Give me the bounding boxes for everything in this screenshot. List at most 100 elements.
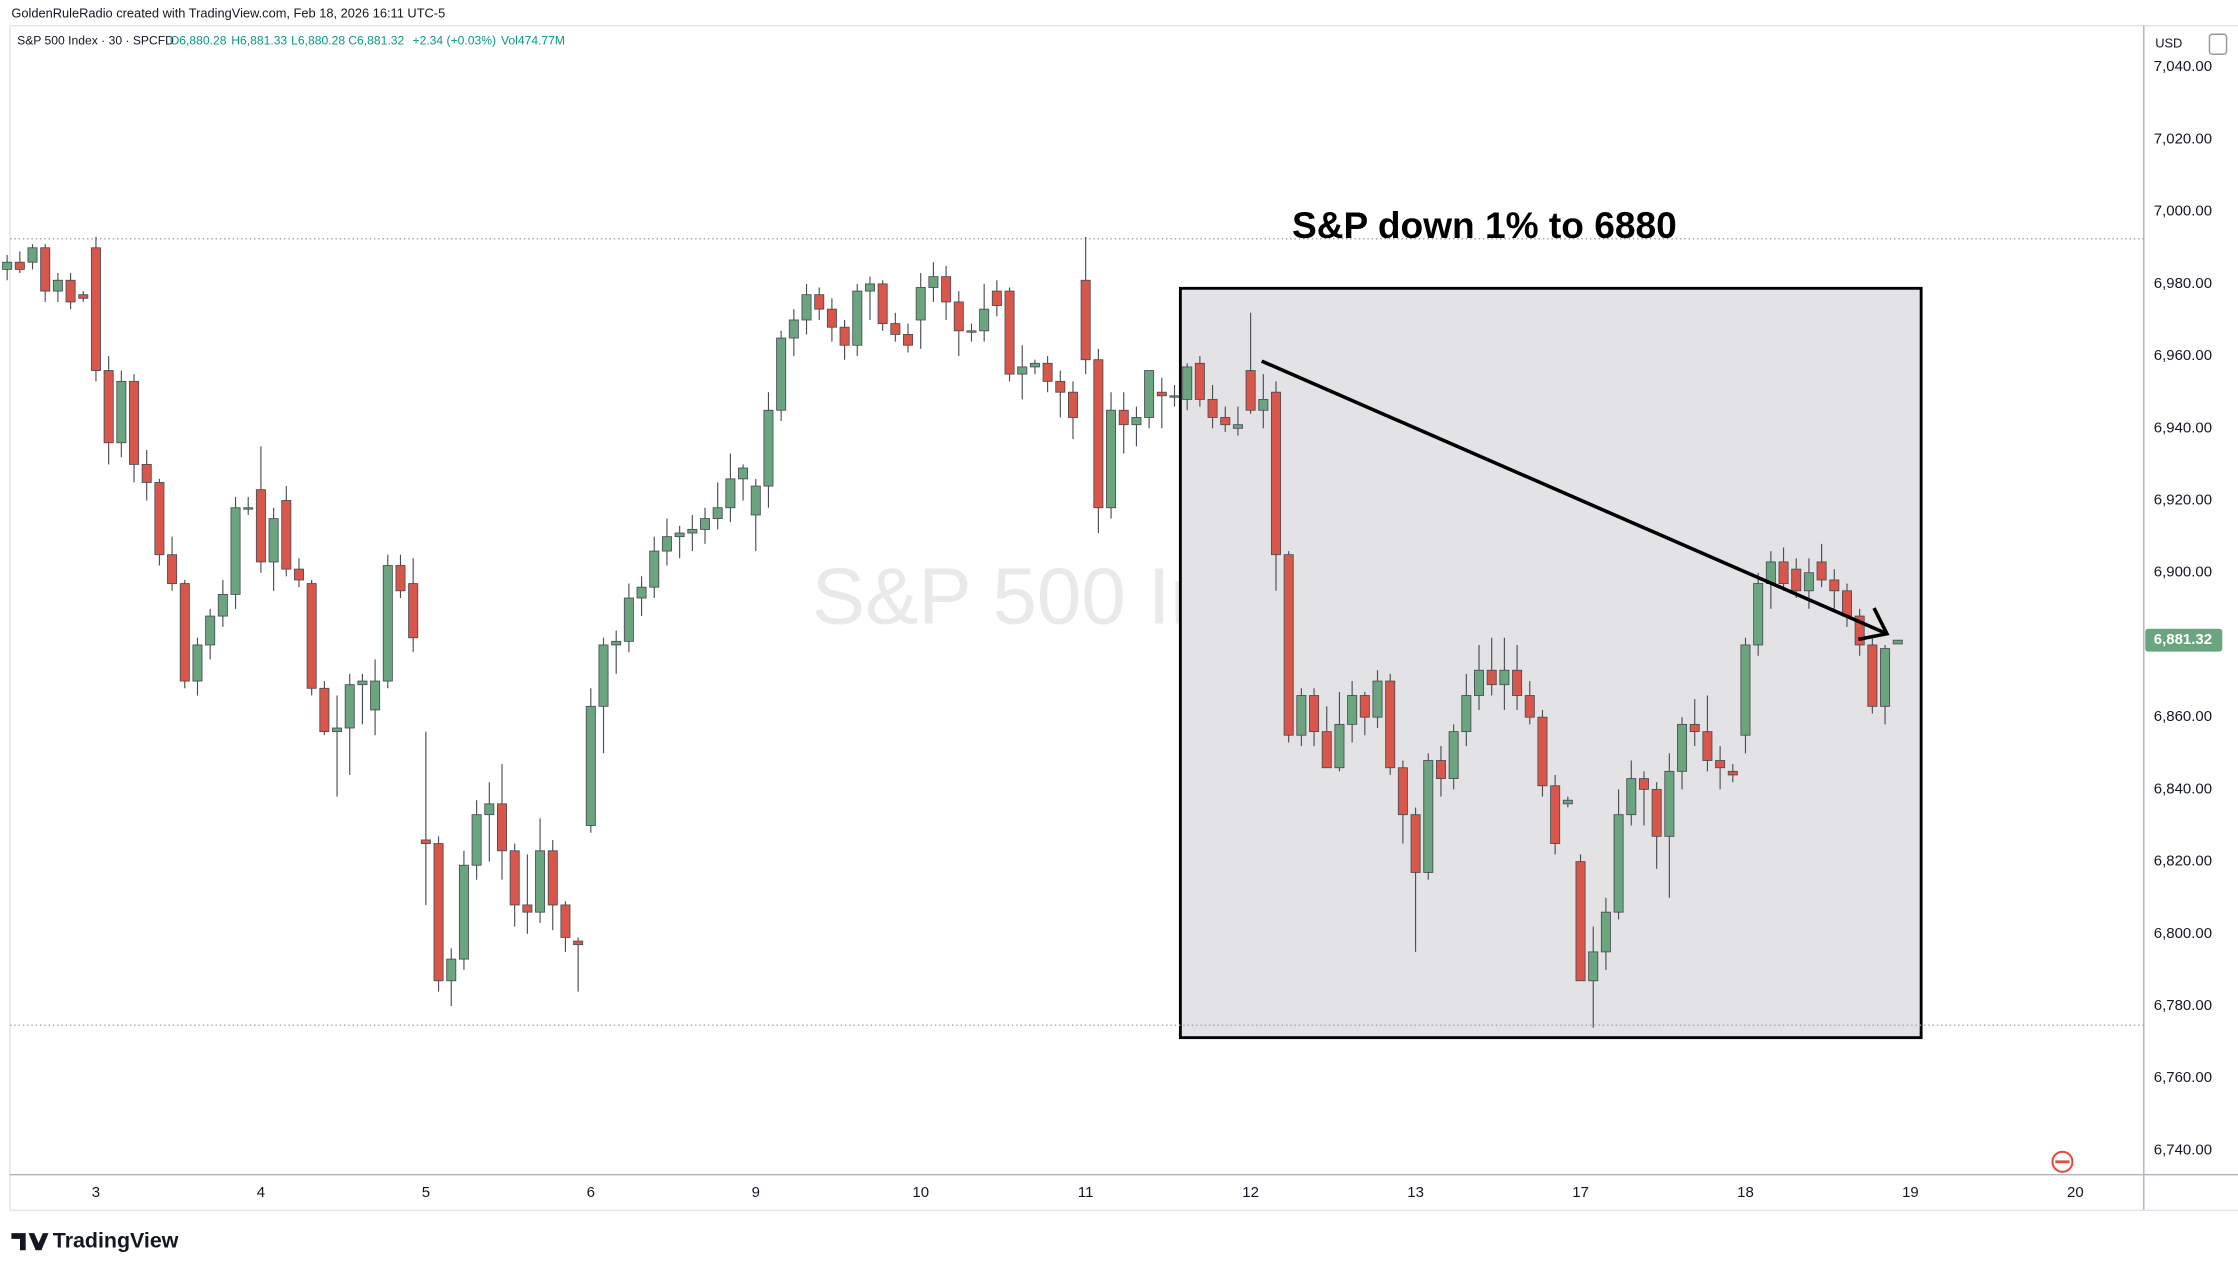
candle-body xyxy=(141,463,152,483)
candle-body xyxy=(1245,370,1256,411)
candle-body xyxy=(890,323,901,335)
candle-body xyxy=(1474,669,1485,696)
legend-change: +2.34 (+0.03%) xyxy=(412,34,496,48)
candle-body xyxy=(1588,951,1599,982)
y-tick-label: 7,020.00 xyxy=(2154,130,2212,147)
candle-body xyxy=(750,485,761,516)
candle-body xyxy=(1423,760,1434,873)
candle-body xyxy=(1537,716,1548,787)
candle-body xyxy=(826,308,837,328)
candle-body xyxy=(700,518,711,530)
candle-body xyxy=(1854,615,1865,646)
candle-body xyxy=(1182,366,1193,400)
candle-body xyxy=(1892,639,1903,645)
y-tick-label: 6,940.00 xyxy=(2154,419,2212,436)
candle-body xyxy=(1397,767,1408,816)
candle-body xyxy=(103,370,114,444)
candle-body xyxy=(1448,731,1459,779)
candle-body xyxy=(1347,695,1358,725)
x-tick-label: 3 xyxy=(92,1184,100,1201)
y-tick-label: 7,040.00 xyxy=(2154,58,2212,75)
candle-body xyxy=(1169,395,1180,398)
candle-body xyxy=(636,586,647,599)
candle-body xyxy=(953,301,964,332)
candle-body xyxy=(712,507,723,520)
candle-body xyxy=(382,565,393,682)
candle-body xyxy=(852,290,863,346)
y-tick-label: 6,920.00 xyxy=(2154,491,2212,508)
candle-body xyxy=(1486,669,1497,686)
trend-arrow xyxy=(1261,359,1890,642)
candle-body xyxy=(154,482,165,556)
candle-body xyxy=(268,518,279,563)
candle-body xyxy=(547,850,558,906)
y-tick-label: 7,000.00 xyxy=(2154,203,2212,220)
candle-body xyxy=(1321,731,1332,769)
brand-logo xyxy=(11,1233,49,1251)
candle-body xyxy=(839,326,850,346)
candle-body xyxy=(1131,417,1142,426)
candle-body xyxy=(1067,391,1078,418)
legend-high: H6,881.33 xyxy=(231,34,287,48)
x-tick-label: 18 xyxy=(1737,1184,1754,1201)
arrow-line xyxy=(1261,359,1888,636)
candle-body xyxy=(1778,561,1789,585)
candle-body xyxy=(458,864,469,960)
arrow-head xyxy=(1857,607,1890,642)
candle-body xyxy=(1144,370,1155,418)
candle-body xyxy=(864,283,875,292)
x-tick-label: 19 xyxy=(1902,1184,1919,1201)
candle-body xyxy=(941,276,952,303)
candle-body xyxy=(179,583,190,682)
candle-body xyxy=(1816,561,1827,581)
y-tick-label: 6,860.00 xyxy=(2154,708,2212,725)
candle-body xyxy=(484,803,495,816)
candle-body xyxy=(522,904,533,913)
candle-body xyxy=(1524,695,1535,718)
brand-name: TradingView xyxy=(53,1228,179,1252)
candle-body xyxy=(217,593,228,617)
x-tick-label: 6 xyxy=(587,1184,595,1201)
candle-body xyxy=(1309,695,1320,733)
candle-body xyxy=(319,687,330,733)
x-tick-label: 9 xyxy=(752,1184,760,1201)
candle-body xyxy=(1829,579,1840,592)
candle-body xyxy=(573,940,584,946)
candle-body xyxy=(370,680,381,711)
candle-body xyxy=(623,597,634,642)
y-tick-label: 6,780.00 xyxy=(2154,997,2212,1014)
y-tick-label: 6,960.00 xyxy=(2154,347,2212,364)
candle-body xyxy=(1017,366,1028,375)
background-layer: S&P 500 Index xyxy=(812,286,1923,1040)
candle-body xyxy=(585,705,596,826)
candle-body xyxy=(90,247,101,371)
candle-body xyxy=(1435,760,1446,779)
candle-body xyxy=(1727,770,1738,776)
candle-body xyxy=(167,554,178,585)
candle-body xyxy=(1042,362,1053,382)
candle-body xyxy=(471,814,482,866)
candle-body xyxy=(344,684,355,729)
plot xyxy=(2,236,2144,1028)
candle-body xyxy=(2,261,13,270)
axis-menu-icon[interactable] xyxy=(2208,33,2228,55)
candle-body xyxy=(509,850,520,906)
candle-body xyxy=(1664,770,1675,837)
candle-body xyxy=(560,904,571,938)
x-tick-label: 12 xyxy=(1242,1184,1259,1201)
candle-body xyxy=(1626,778,1637,816)
candle-body xyxy=(306,583,317,689)
candle-body xyxy=(1220,417,1231,426)
candle-body xyxy=(205,615,216,646)
x-tick-label: 10 xyxy=(912,1184,929,1201)
x-tick-label: 20 xyxy=(2067,1184,2084,1201)
candle-body xyxy=(1296,695,1307,736)
candle-body xyxy=(801,294,812,321)
candle-body xyxy=(52,279,63,292)
candle-body xyxy=(1194,362,1205,400)
candle-body xyxy=(877,283,888,325)
candle-body xyxy=(611,640,622,646)
candle-body xyxy=(1677,723,1688,772)
